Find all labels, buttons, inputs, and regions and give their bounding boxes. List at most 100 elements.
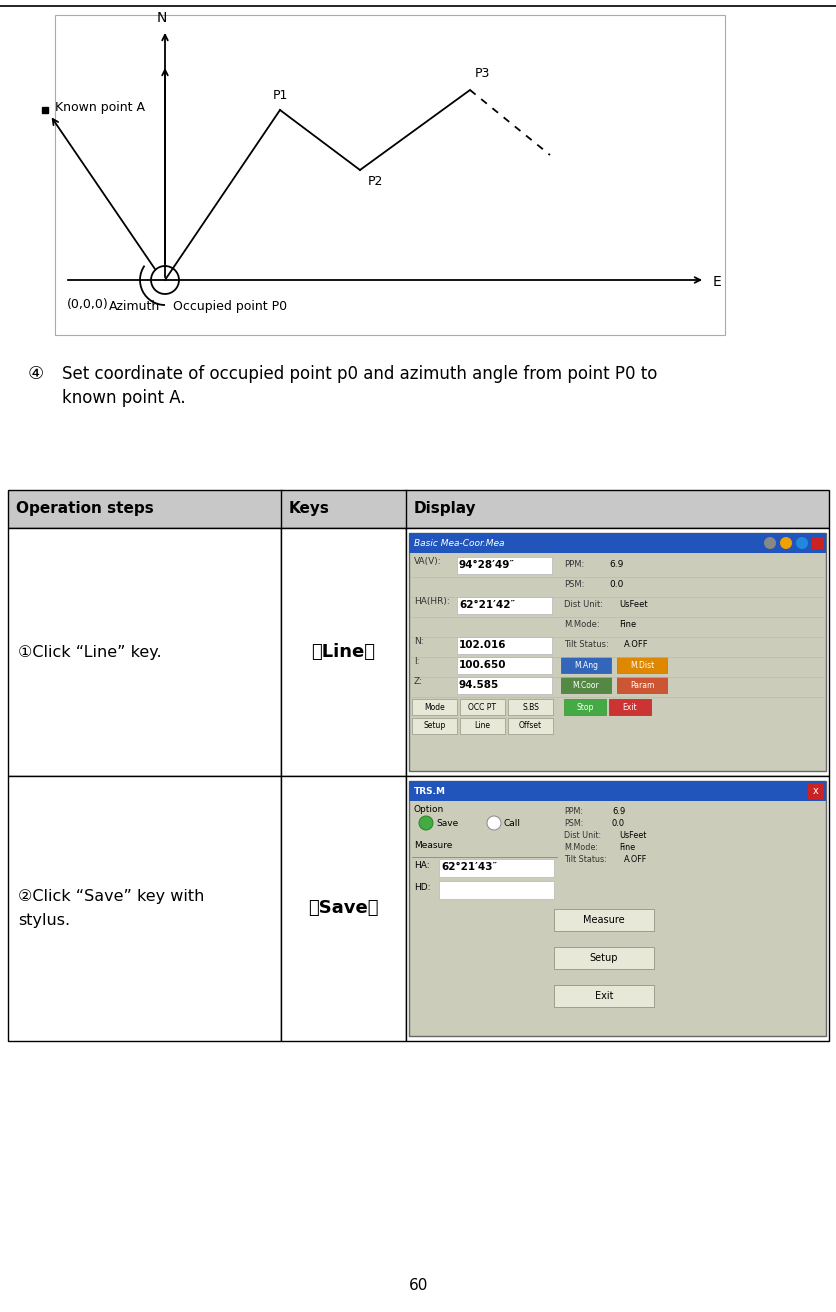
Bar xyxy=(281,527,405,775)
Text: Occupied point P0: Occupied point P0 xyxy=(173,300,287,314)
Text: S.BS: S.BS xyxy=(522,702,538,711)
Bar xyxy=(411,718,456,733)
Text: Line: Line xyxy=(474,722,490,731)
Text: 94.585: 94.585 xyxy=(458,680,498,690)
Text: OCC PT: OCC PT xyxy=(468,702,496,711)
Text: 62°21′42″: 62°21′42″ xyxy=(458,600,514,610)
Circle shape xyxy=(419,816,432,830)
Bar xyxy=(409,533,825,771)
Text: 62°21′43″: 62°21′43″ xyxy=(441,862,497,872)
Text: UsFeet: UsFeet xyxy=(619,830,645,840)
Text: 6.9: 6.9 xyxy=(609,560,623,569)
Text: Tilt Status:: Tilt Status: xyxy=(563,855,606,865)
Text: 6.9: 6.9 xyxy=(611,807,624,816)
Bar xyxy=(405,775,828,1040)
Text: 0.0: 0.0 xyxy=(609,580,623,589)
Text: Option: Option xyxy=(414,806,444,813)
Circle shape xyxy=(763,537,775,548)
Text: 【Line】: 【Line】 xyxy=(311,643,375,661)
Bar xyxy=(456,558,551,575)
Text: Z:: Z: xyxy=(414,677,422,686)
Text: Setup: Setup xyxy=(589,953,618,963)
Text: x: x xyxy=(812,786,818,796)
Text: Param: Param xyxy=(629,681,654,690)
Bar xyxy=(411,699,456,715)
Text: Exit: Exit xyxy=(622,702,636,711)
Text: E: E xyxy=(712,276,721,289)
Text: Dist Unit:: Dist Unit: xyxy=(563,830,600,840)
Text: Tilt Status:: Tilt Status: xyxy=(563,640,608,649)
Circle shape xyxy=(487,816,501,830)
Bar xyxy=(281,775,405,1040)
Bar xyxy=(438,880,553,899)
Text: UsFeet: UsFeet xyxy=(619,600,647,609)
Text: Stop: Stop xyxy=(576,702,593,711)
Text: Fine: Fine xyxy=(619,844,635,851)
Text: M.Ang: M.Ang xyxy=(573,660,597,669)
Circle shape xyxy=(795,537,807,548)
Bar xyxy=(616,657,666,673)
Circle shape xyxy=(779,537,791,548)
Text: Keys: Keys xyxy=(288,501,329,517)
Bar xyxy=(409,533,825,552)
Bar xyxy=(609,699,650,715)
Text: known point A.: known point A. xyxy=(62,388,186,407)
Bar xyxy=(8,527,281,775)
Bar xyxy=(55,14,724,335)
Text: I:: I: xyxy=(414,657,419,666)
Text: 94°28′49″: 94°28′49″ xyxy=(458,560,514,569)
Text: ④: ④ xyxy=(28,365,44,383)
Text: M.Dist: M.Dist xyxy=(630,660,654,669)
Bar xyxy=(553,985,653,1008)
Text: TRS.M: TRS.M xyxy=(414,786,446,795)
Text: Dist Unit:: Dist Unit: xyxy=(563,600,602,609)
Bar xyxy=(8,489,828,527)
Text: N: N xyxy=(156,10,167,25)
Text: Measure: Measure xyxy=(583,914,624,925)
Bar xyxy=(507,699,553,715)
Bar xyxy=(507,718,553,733)
Text: 100.650: 100.650 xyxy=(458,660,506,670)
Text: Measure: Measure xyxy=(414,841,451,850)
Text: Set coordinate of occupied point p0 and azimuth angle from point P0 to: Set coordinate of occupied point p0 and … xyxy=(62,365,656,383)
Bar xyxy=(438,859,553,876)
Text: 0.0: 0.0 xyxy=(611,819,624,828)
Bar xyxy=(456,677,551,694)
Bar xyxy=(409,781,825,802)
Bar xyxy=(8,775,281,1040)
Bar xyxy=(409,781,825,1036)
Bar xyxy=(460,699,504,715)
Text: A.OFF: A.OFF xyxy=(624,640,648,649)
Text: (0,0,0): (0,0,0) xyxy=(67,298,109,311)
Text: A.OFF: A.OFF xyxy=(624,855,646,865)
Bar xyxy=(553,947,653,970)
Text: P3: P3 xyxy=(475,67,490,80)
Text: M.Mode:: M.Mode: xyxy=(563,844,597,851)
Text: M.Coor: M.Coor xyxy=(572,681,599,690)
Bar xyxy=(456,597,551,614)
Text: N:: N: xyxy=(414,638,423,646)
Text: Operation steps: Operation steps xyxy=(16,501,154,517)
Bar xyxy=(560,677,610,693)
Text: ②Click “Save” key with: ②Click “Save” key with xyxy=(18,890,204,904)
Text: 102.016: 102.016 xyxy=(458,640,506,649)
Text: 60: 60 xyxy=(408,1278,428,1292)
Text: Setup: Setup xyxy=(423,722,445,731)
Bar xyxy=(560,657,610,673)
Text: PPM:: PPM: xyxy=(563,807,583,816)
Text: Fine: Fine xyxy=(619,621,635,628)
Text: Display: Display xyxy=(414,501,476,517)
Text: HD:: HD: xyxy=(414,883,430,892)
Bar xyxy=(405,527,828,775)
Text: Azimuth: Azimuth xyxy=(110,300,161,314)
Text: Call: Call xyxy=(503,819,520,828)
Text: PSM:: PSM: xyxy=(563,819,583,828)
Text: PSM:: PSM: xyxy=(563,580,584,589)
Text: ①Click “Line” key.: ①Click “Line” key. xyxy=(18,644,161,660)
Text: Exit: Exit xyxy=(594,991,613,1001)
Text: HA:: HA: xyxy=(414,861,429,870)
Text: Offset: Offset xyxy=(518,722,542,731)
Text: 【Save】: 【Save】 xyxy=(308,900,379,917)
Text: VA(V):: VA(V): xyxy=(414,558,441,565)
Text: Known point A: Known point A xyxy=(55,101,145,114)
